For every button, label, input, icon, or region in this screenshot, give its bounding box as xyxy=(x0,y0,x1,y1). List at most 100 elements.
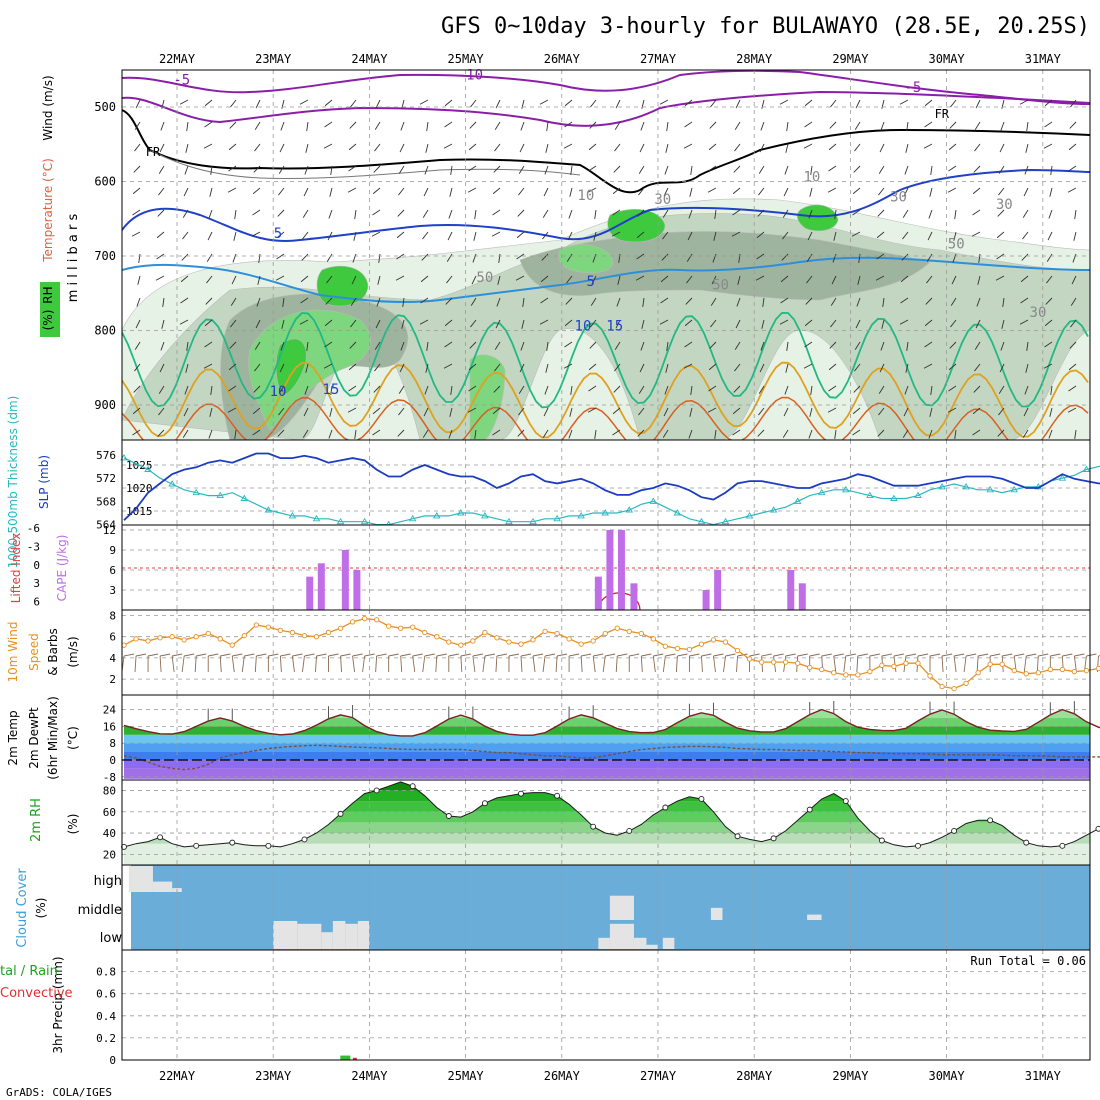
wind-speed-marker xyxy=(337,625,344,631)
wind-barb xyxy=(539,319,549,325)
wind-barb xyxy=(785,143,789,153)
wind-barb xyxy=(138,253,141,263)
wind-barb xyxy=(302,655,305,673)
wind-barb xyxy=(179,319,189,325)
wind-barb-shaft xyxy=(929,653,941,657)
contour-minus5 xyxy=(122,90,1090,127)
wind-barb xyxy=(1026,341,1029,351)
wind-barb xyxy=(374,341,381,350)
date-tick-top: 24MAY xyxy=(351,52,388,66)
rh-marker xyxy=(409,783,416,790)
wind-barb xyxy=(723,655,726,673)
contour-label: 15 xyxy=(606,319,623,335)
y-tick: 500 xyxy=(94,100,116,114)
wind-tick: 2 xyxy=(109,673,116,686)
wind-barb xyxy=(279,143,285,153)
wind-barb xyxy=(947,187,957,193)
wind-barb xyxy=(827,187,837,193)
rh-marker xyxy=(915,842,921,849)
wind-barb xyxy=(1022,209,1029,218)
wind-barb xyxy=(810,385,813,395)
wind-barb xyxy=(612,407,621,415)
wind-barb-shaft xyxy=(172,653,183,657)
wind-barb-shaft xyxy=(184,653,195,657)
wind-barb xyxy=(972,407,981,415)
wind-barb xyxy=(397,429,405,437)
wind-barb xyxy=(470,319,477,328)
wind-barb xyxy=(828,165,837,172)
wind-barb xyxy=(878,385,885,394)
precip-tick: 0.2 xyxy=(96,1032,116,1045)
wind-speed-marker xyxy=(1011,667,1017,674)
panel-precip: 0.8 0.6 0.4 0.2 0 Run Total = 0.06 3hr Precip … xyxy=(0,949,1091,1067)
thickness-marker xyxy=(601,509,609,516)
wind-barb xyxy=(852,187,861,195)
rh-marker xyxy=(770,835,777,842)
wind-barb xyxy=(804,121,813,128)
wind-speed-marker xyxy=(181,637,187,643)
wind-speed-marker xyxy=(662,643,668,649)
wind-barb xyxy=(1023,407,1029,417)
wind-barb xyxy=(324,319,333,327)
wind-barb xyxy=(612,429,621,436)
wind-barb xyxy=(372,187,381,195)
thickness-marker xyxy=(625,506,634,513)
rh-marker xyxy=(951,827,958,834)
contour-label: 30 xyxy=(890,190,907,206)
wind-barb xyxy=(229,121,237,129)
wind-barb xyxy=(206,275,213,284)
wind-barb xyxy=(1070,297,1077,306)
wind-barb-shaft xyxy=(424,653,435,657)
precip-bar xyxy=(352,1057,357,1060)
wind-barb xyxy=(688,209,693,219)
wind-barb xyxy=(330,385,333,395)
wind-barb xyxy=(568,429,573,439)
thickness-title: 1000-500mb Thickness (dm) xyxy=(6,396,20,569)
wind-barb xyxy=(756,231,765,239)
wind-barb xyxy=(831,275,837,285)
date-tick-top: 27MAY xyxy=(640,52,677,66)
wind-barb xyxy=(372,407,381,415)
wind-barb xyxy=(422,429,429,438)
wind-barb xyxy=(396,231,405,239)
wind-barb xyxy=(758,385,765,394)
wind-speed-marker xyxy=(241,632,247,639)
wind-barb xyxy=(291,655,295,673)
wind-barb xyxy=(602,655,606,673)
wind-barb xyxy=(685,297,693,305)
cape-bar xyxy=(341,549,349,610)
rh-legend-swatch xyxy=(40,282,60,337)
wind-barb xyxy=(588,385,597,392)
wind-barb xyxy=(782,429,789,438)
wind-barb xyxy=(639,363,645,373)
wind-barb xyxy=(857,275,861,285)
wind-speed-marker xyxy=(843,672,849,678)
wind-barb xyxy=(732,209,741,216)
wind-speed-marker xyxy=(265,624,272,630)
wind-barb xyxy=(734,143,741,152)
wind-barb xyxy=(349,121,357,129)
wind-barb-shaft xyxy=(653,653,664,657)
wind-barb xyxy=(373,165,381,173)
cloud-cell xyxy=(598,937,610,949)
wind-barb xyxy=(378,253,381,263)
cloud-cell xyxy=(646,944,658,949)
wind-barb xyxy=(398,385,405,394)
wind-barb xyxy=(1044,121,1053,128)
wind-barb xyxy=(157,209,165,217)
wind-barb xyxy=(362,655,366,673)
thickness-marker xyxy=(336,517,345,525)
wind-barb xyxy=(855,99,861,109)
wind-speed-marker xyxy=(867,669,873,675)
rh-marker xyxy=(842,798,849,805)
temp-tick: -8 xyxy=(103,771,116,784)
wind-speed-marker xyxy=(939,683,945,690)
wind-barb xyxy=(851,231,861,237)
cape-tick: 9 xyxy=(109,544,116,557)
wind-barb xyxy=(160,121,165,131)
wind-barb xyxy=(155,275,165,281)
precip-tick: 0.4 xyxy=(96,1010,116,1023)
wind-barb xyxy=(419,319,429,325)
wind-barb xyxy=(422,209,429,218)
wind-barb xyxy=(519,143,525,153)
